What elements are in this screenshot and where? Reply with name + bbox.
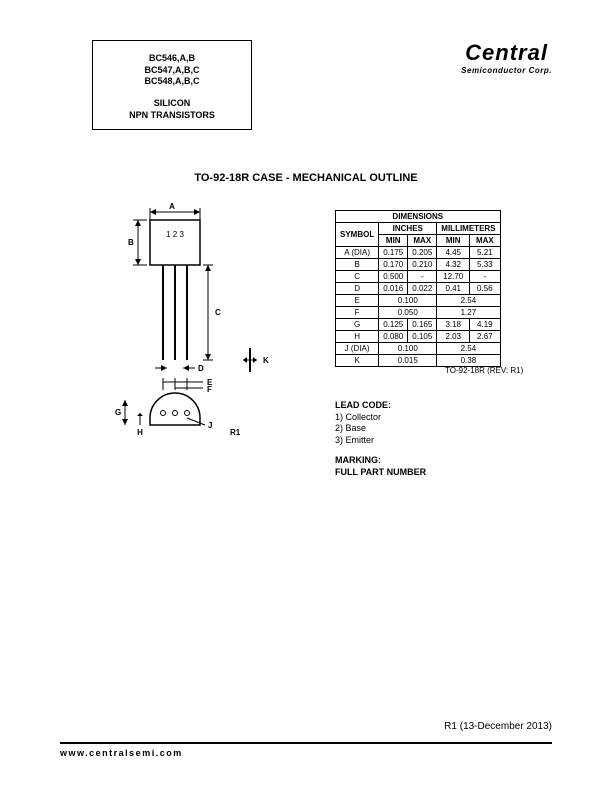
table-title: DIMENSIONS: [336, 211, 501, 223]
page-title: TO-92-18R CASE - MECHANICAL OUTLINE: [0, 172, 612, 184]
lead-code-line: 2) Base: [335, 423, 391, 435]
cell-in: 0.100: [379, 295, 437, 307]
cell-in-max: 0.205: [408, 247, 437, 259]
cell-mm-max: 0.56: [470, 283, 500, 295]
cell-mm: 2.54: [437, 343, 500, 355]
dim-label-k: K: [263, 356, 269, 365]
cell-mm-min: 3.18: [437, 319, 470, 331]
cell-in-max: -: [408, 271, 437, 283]
cell-mm: 1.27: [437, 307, 500, 319]
cell-in-min: 0.500: [379, 271, 408, 283]
table-row: F0.0501.27: [336, 307, 501, 319]
part-line: NPN TRANSISTORS: [93, 110, 251, 122]
cell-mm: 0.38: [437, 355, 500, 367]
part-line: BC548,A,B,C: [93, 76, 251, 88]
table-row: C0.500-12.70-: [336, 271, 501, 283]
logo: Central Semiconductor Corp.: [461, 40, 552, 75]
cell-mm-min: 0.41: [437, 283, 470, 295]
cell-symbol: D: [336, 283, 379, 295]
marking-line: MARKING:: [335, 455, 426, 467]
cell-symbol: J (DIA): [336, 343, 379, 355]
part-line: SILICON: [93, 98, 251, 110]
cell-mm-max: 5.21: [470, 247, 500, 259]
col-max: MAX: [470, 235, 500, 247]
cell-mm-max: 4.19: [470, 319, 500, 331]
lead-code-line: 3) Emitter: [335, 435, 391, 447]
table-row: J (DIA)0.1002.54: [336, 343, 501, 355]
logo-text: Central: [461, 40, 552, 66]
cell-in: 0.050: [379, 307, 437, 319]
cell-symbol: B: [336, 259, 379, 271]
lead-code-block: LEAD CODE: 1) Collector 2) Base 3) Emitt…: [335, 400, 391, 447]
cell-mm-min: 4.45: [437, 247, 470, 259]
footer-rule: [60, 742, 552, 744]
dim-label-h: H: [137, 428, 143, 437]
cell-symbol: G: [336, 319, 379, 331]
cell-in-max: 0.105: [408, 331, 437, 343]
cell-mm-min: 4.32: [437, 259, 470, 271]
cell-in-min: 0.170: [379, 259, 408, 271]
cell-mm-min: 12.70: [437, 271, 470, 283]
footer-url: www.centralsemi.com: [60, 748, 183, 758]
cell-mm-max: 2.67: [470, 331, 500, 343]
cell-in-min: 0.016: [379, 283, 408, 295]
cell-symbol: C: [336, 271, 379, 283]
cell-in: 0.100: [379, 343, 437, 355]
cell-in: 0.015: [379, 355, 437, 367]
table-caption: TO-92-18R (REV: R1): [445, 366, 523, 375]
cell-mm-min: 2.03: [437, 331, 470, 343]
lead-code-line: 1) Collector: [335, 412, 391, 424]
cell-symbol: H: [336, 331, 379, 343]
dim-label-r1: R1: [230, 428, 241, 437]
cell-mm: 2.54: [437, 295, 500, 307]
cell-symbol: K: [336, 355, 379, 367]
col-max: MAX: [408, 235, 437, 247]
cell-mm-max: 5.33: [470, 259, 500, 271]
table-row: G0.1250.1653.184.19: [336, 319, 501, 331]
dimensions-table: DIMENSIONS SYMBOL INCHES MILLIMETERS MIN…: [335, 210, 501, 367]
table-row: K0.0150.38: [336, 355, 501, 367]
pin-numbers: 1 2 3: [166, 230, 184, 239]
marking-line: FULL PART NUMBER: [335, 467, 426, 479]
logo-subtext: Semiconductor Corp.: [461, 66, 552, 75]
marking-block: MARKING: FULL PART NUMBER: [335, 455, 426, 478]
cell-in-min: 0.080: [379, 331, 408, 343]
revision-text: R1 (13-December 2013): [444, 721, 552, 732]
cell-in-max: 0.165: [408, 319, 437, 331]
cell-symbol: E: [336, 295, 379, 307]
col-group-mm: MILLIMETERS: [437, 223, 500, 235]
dim-label-g: G: [115, 408, 121, 417]
table-row: E0.1002.54: [336, 295, 501, 307]
col-min: MIN: [437, 235, 470, 247]
dim-label-d: D: [198, 364, 204, 373]
mechanical-diagram: A 1 2 3 B C D K E F G H J R: [95, 200, 285, 440]
table-row: D0.0160.0220.410.56: [336, 283, 501, 295]
col-min: MIN: [379, 235, 408, 247]
dim-label-a: A: [169, 202, 175, 211]
dim-label-j: J: [208, 421, 212, 430]
table-row: H0.0800.1052.032.67: [336, 331, 501, 343]
cell-symbol: A (DIA): [336, 247, 379, 259]
dim-label-f: F: [207, 385, 212, 394]
part-header-box: BC546,A,B BC547,A,B,C BC548,A,B,C SILICO…: [92, 40, 252, 130]
cell-symbol: F: [336, 307, 379, 319]
lead-code-header: LEAD CODE:: [335, 400, 391, 412]
dim-label-b: B: [128, 238, 134, 247]
cell-in-max: 0.210: [408, 259, 437, 271]
table-row: B0.1700.2104.325.33: [336, 259, 501, 271]
cell-in-min: 0.175: [379, 247, 408, 259]
cell-mm-max: -: [470, 271, 500, 283]
col-group-inches: INCHES: [379, 223, 437, 235]
table-row: A (DIA)0.1750.2054.455.21: [336, 247, 501, 259]
part-line: BC546,A,B: [93, 53, 251, 65]
cell-in-max: 0.022: [408, 283, 437, 295]
col-symbol: SYMBOL: [336, 223, 379, 247]
dim-label-c: C: [215, 308, 221, 317]
part-line: BC547,A,B,C: [93, 65, 251, 77]
cell-in-min: 0.125: [379, 319, 408, 331]
